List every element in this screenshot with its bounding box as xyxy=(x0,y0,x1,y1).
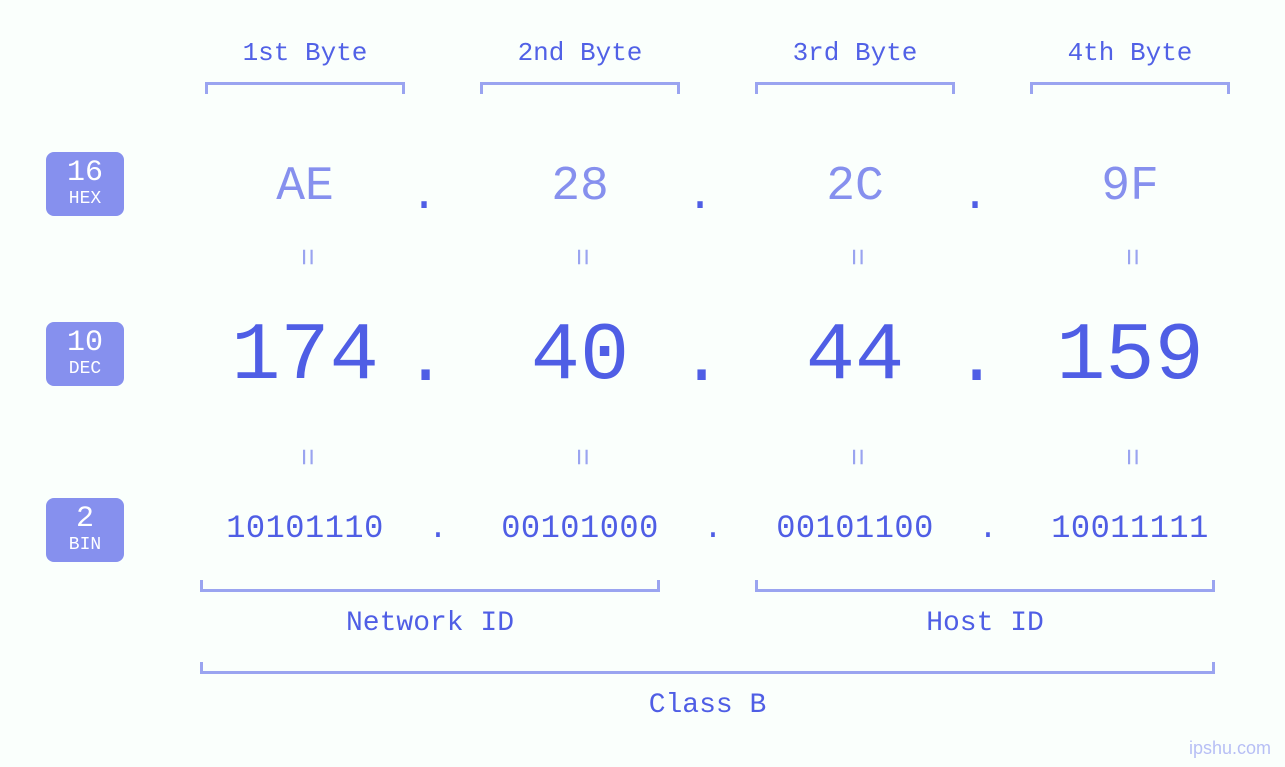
hex-badge-text: HEX xyxy=(46,190,124,208)
byte-bracket-1 xyxy=(205,82,405,94)
equals-2a: = xyxy=(563,237,597,277)
hex-byte-4: 9F xyxy=(1015,160,1245,214)
dec-sep-3: . xyxy=(955,320,995,402)
network-id-label: Network ID xyxy=(200,608,660,639)
bin-badge: 2 BIN xyxy=(46,498,124,562)
dec-byte-3: 44 xyxy=(740,310,970,403)
dec-byte-4: 159 xyxy=(1015,310,1245,403)
equals-2b: = xyxy=(563,437,597,477)
dec-byte-2: 40 xyxy=(465,310,695,403)
byte-header-1: 1st Byte xyxy=(205,38,405,68)
equals-1b: = xyxy=(288,437,322,477)
bin-sep-1: . xyxy=(418,510,458,547)
byte-header-4: 4th Byte xyxy=(1030,38,1230,68)
equals-1a: = xyxy=(288,237,322,277)
class-label: Class B xyxy=(200,690,1215,721)
equals-4b: = xyxy=(1113,437,1147,477)
bin-byte-1: 10101110 xyxy=(190,510,420,547)
equals-3a: = xyxy=(838,237,872,277)
bin-sep-3: . xyxy=(968,510,1008,547)
bin-sep-2: . xyxy=(693,510,733,547)
ip-diagram: 1st Byte 2nd Byte 3rd Byte 4th Byte 16 H… xyxy=(0,0,1285,767)
bin-badge-text: BIN xyxy=(46,536,124,554)
byte-header-3: 3rd Byte xyxy=(755,38,955,68)
dec-badge-number: 10 xyxy=(46,328,124,358)
watermark: ipshu.com xyxy=(1189,738,1271,759)
dec-byte-1: 174 xyxy=(190,310,420,403)
hex-byte-2: 28 xyxy=(465,160,695,214)
byte-bracket-3 xyxy=(755,82,955,94)
hex-sep-2: . xyxy=(680,170,720,222)
bin-byte-4: 10011111 xyxy=(1015,510,1245,547)
equals-3b: = xyxy=(838,437,872,477)
hex-sep-3: . xyxy=(955,170,995,222)
hex-byte-1: AE xyxy=(190,160,420,214)
dec-badge-text: DEC xyxy=(46,360,124,378)
hex-badge-number: 16 xyxy=(46,158,124,188)
hex-sep-1: . xyxy=(404,170,444,222)
equals-4a: = xyxy=(1113,237,1147,277)
host-id-bracket xyxy=(755,580,1215,592)
network-id-bracket xyxy=(200,580,660,592)
byte-bracket-4 xyxy=(1030,82,1230,94)
byte-header-2: 2nd Byte xyxy=(480,38,680,68)
class-bracket xyxy=(200,662,1215,674)
hex-badge: 16 HEX xyxy=(46,152,124,216)
bin-byte-2: 00101000 xyxy=(465,510,695,547)
dec-badge: 10 DEC xyxy=(46,322,124,386)
byte-bracket-2 xyxy=(480,82,680,94)
hex-byte-3: 2C xyxy=(740,160,970,214)
bin-byte-3: 00101100 xyxy=(740,510,970,547)
host-id-label: Host ID xyxy=(755,608,1215,639)
bin-badge-number: 2 xyxy=(46,504,124,534)
dec-sep-2: . xyxy=(680,320,720,402)
dec-sep-1: . xyxy=(404,320,444,402)
